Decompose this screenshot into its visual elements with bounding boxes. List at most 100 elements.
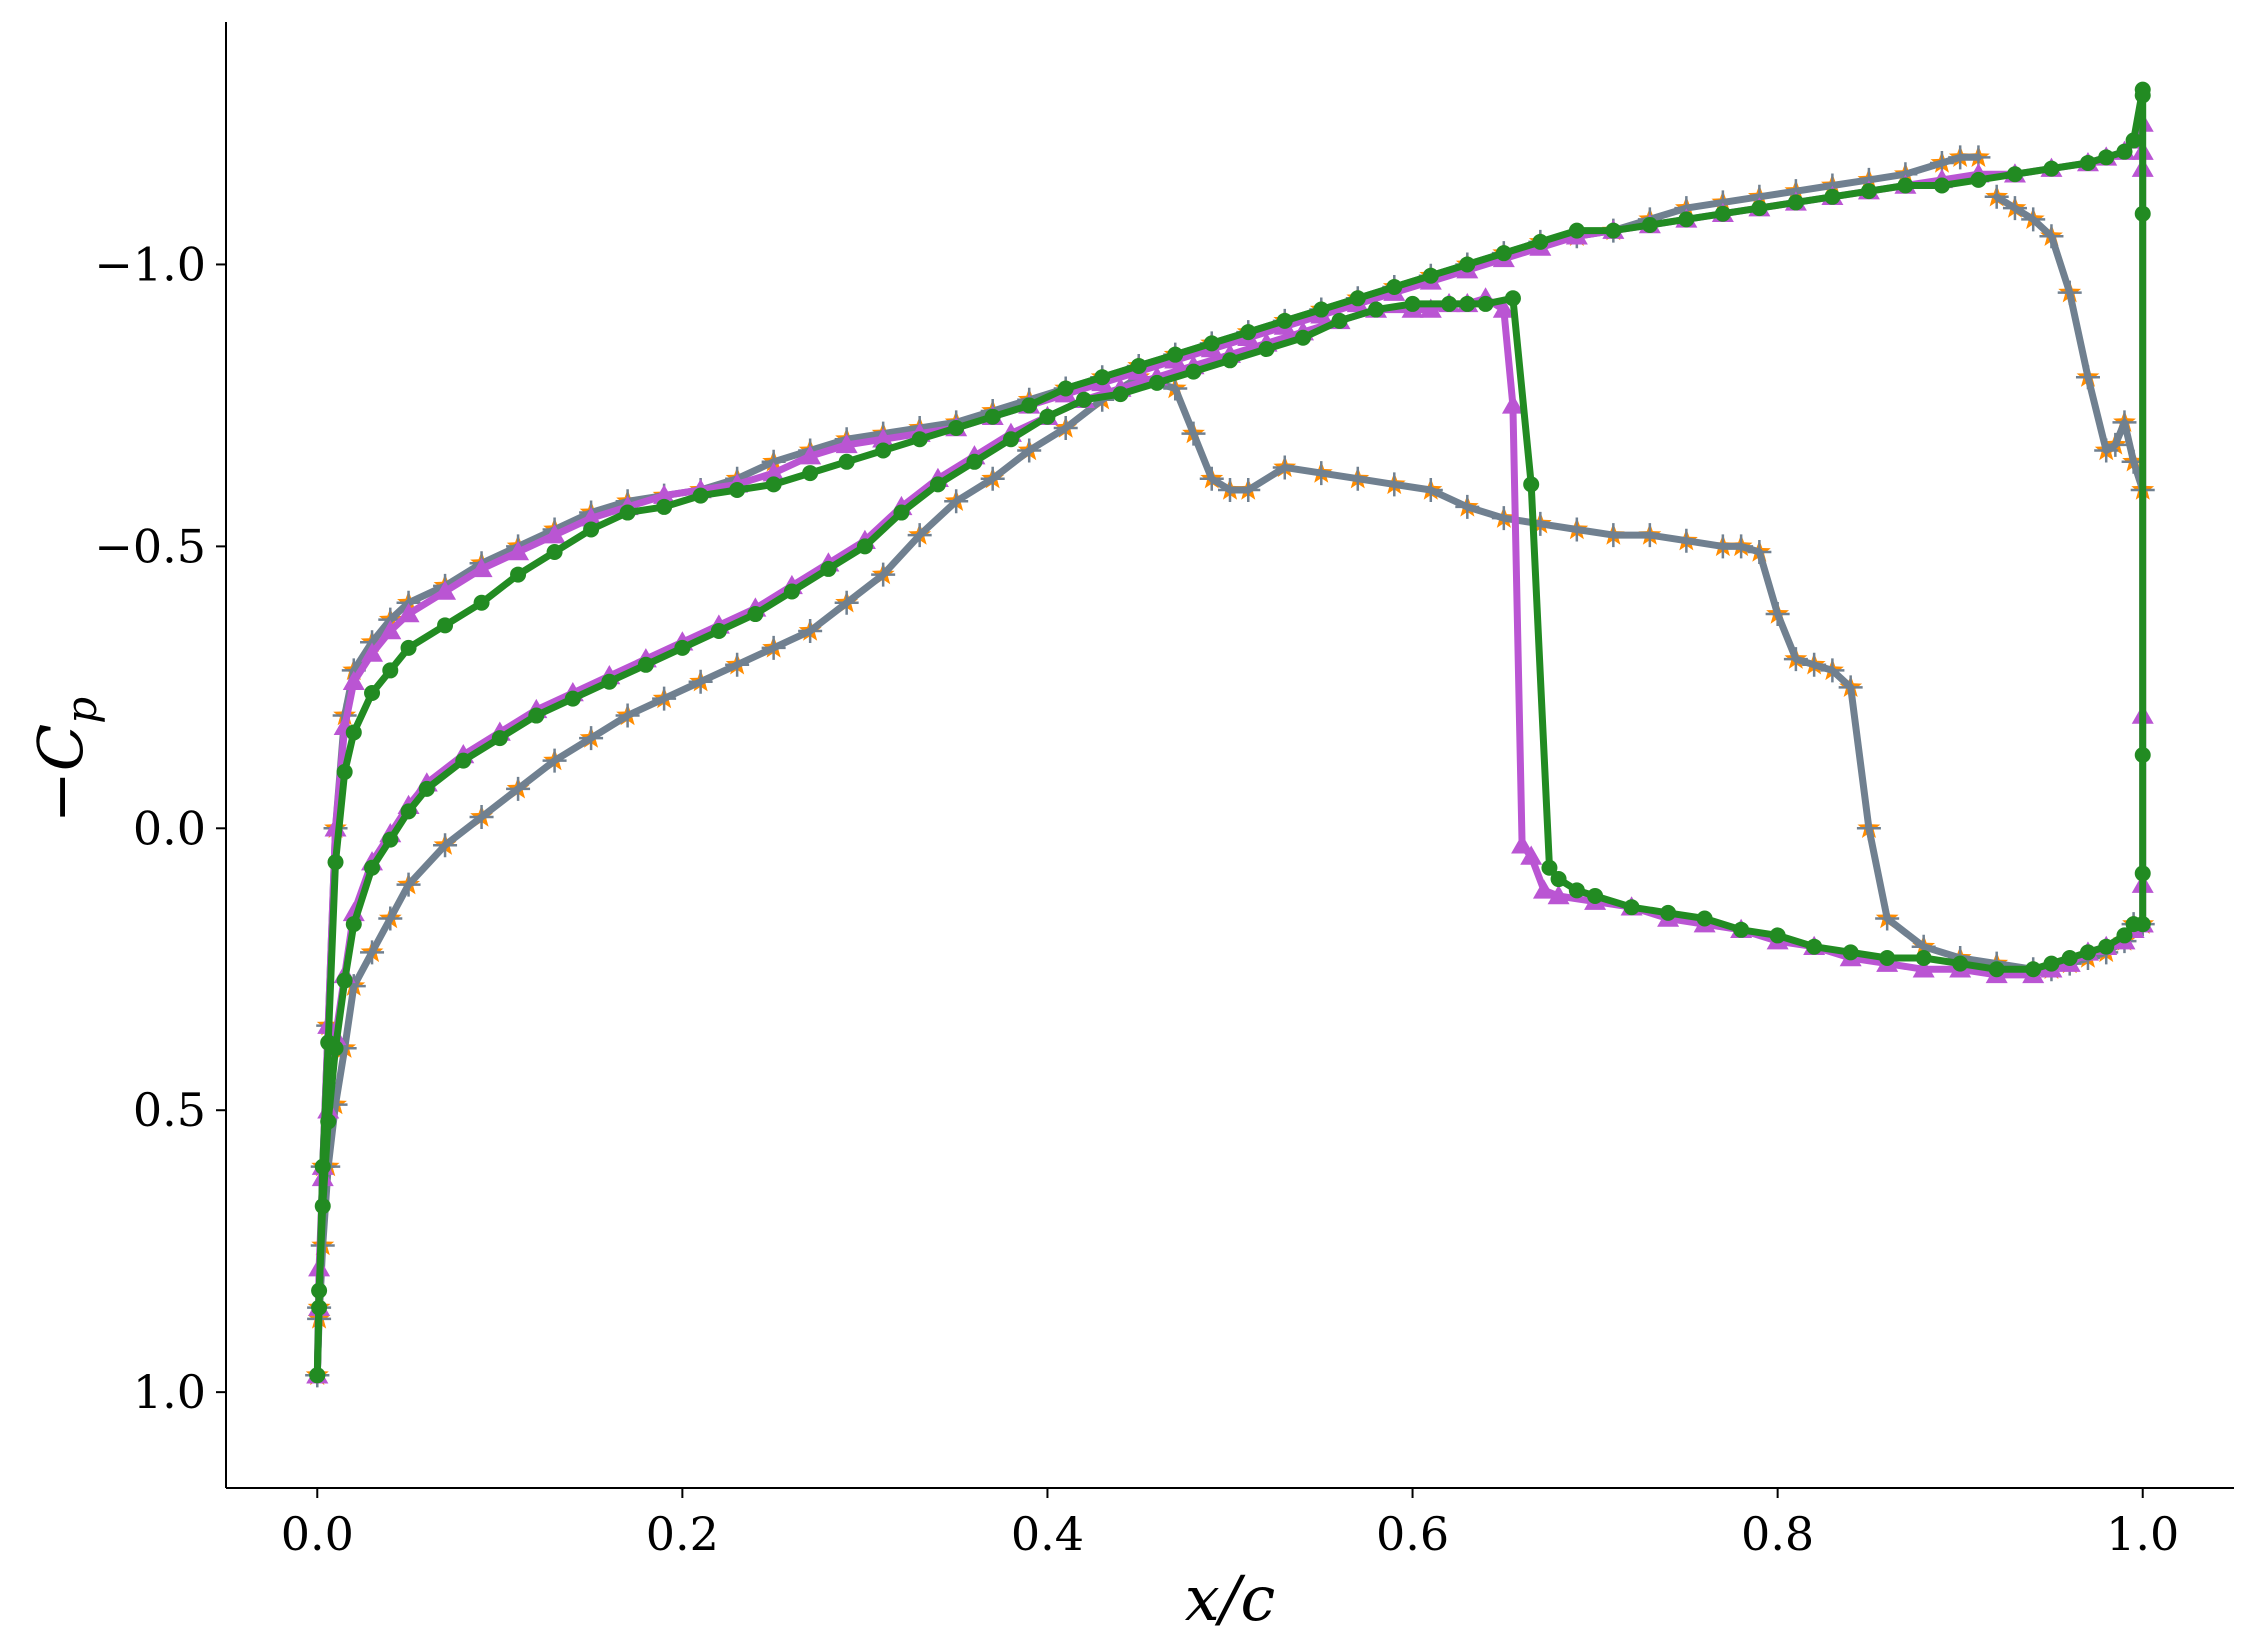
circle-marker	[1568, 222, 1585, 239]
circle-marker	[345, 916, 362, 933]
circle-marker	[802, 465, 819, 482]
plus-marker	[2057, 280, 2082, 305]
circle-marker	[2079, 154, 2096, 171]
circle-marker	[382, 662, 399, 679]
triangle-marker	[1511, 834, 1534, 854]
triangle-marker	[1547, 884, 1570, 905]
circle-marker	[1368, 301, 1385, 318]
circle-marker	[1660, 904, 1677, 921]
circle-marker	[1824, 188, 1841, 205]
circle-marker	[1769, 927, 1786, 944]
plus-marker	[1053, 415, 1078, 440]
circle-marker	[2116, 143, 2133, 160]
circle-marker	[1988, 961, 2005, 978]
circle-marker	[437, 617, 454, 634]
circle-marker	[418, 780, 435, 797]
circle-marker	[1313, 301, 1330, 318]
circle-marker	[710, 622, 727, 639]
circle-marker	[893, 504, 910, 521]
circle-marker	[314, 1158, 331, 1175]
triangle-marker	[653, 484, 676, 504]
triangle-marker	[1492, 298, 1515, 318]
circle-marker	[1459, 295, 1476, 312]
circle-marker	[1185, 363, 1202, 380]
plus-marker	[798, 618, 823, 643]
circle-marker	[1605, 222, 1622, 239]
plus-marker	[433, 833, 458, 858]
circle-marker	[601, 673, 618, 690]
plus-marker	[1418, 477, 1443, 502]
plus-marker	[1710, 534, 1735, 559]
circle-marker	[345, 724, 362, 741]
plus-marker	[2039, 224, 2064, 249]
triangle-marker	[762, 462, 785, 482]
triangle-marker	[835, 433, 858, 454]
circle-marker	[1203, 335, 1220, 352]
y-axis-label: −C	[24, 724, 97, 823]
circle-marker	[1568, 882, 1585, 899]
plus-marker	[360, 940, 385, 965]
circle-marker	[1222, 352, 1238, 369]
circle-marker	[1696, 910, 1713, 927]
circle-marker	[1970, 171, 1987, 188]
circle-marker	[2079, 944, 2096, 961]
circle-marker	[1532, 233, 1549, 250]
circle-marker	[1167, 346, 1184, 363]
triangle-marker	[361, 642, 384, 662]
plus-marker	[2021, 207, 2046, 232]
circle-marker	[2116, 927, 2133, 944]
circle-marker	[1915, 949, 1932, 966]
plus-marker	[1218, 477, 1242, 502]
circle-marker	[1459, 256, 1476, 273]
circle-marker	[1240, 324, 1257, 341]
plus-marker	[542, 748, 567, 773]
circle-marker	[1258, 341, 1275, 358]
plus-marker	[1820, 658, 1845, 683]
circle-marker	[1112, 386, 1129, 403]
circle-marker	[473, 594, 490, 611]
plus-marker	[907, 523, 932, 548]
triangle-marker	[434, 580, 457, 600]
circle-marker	[1504, 290, 1521, 307]
series-layer	[305, 81, 2155, 1388]
circle-marker	[1641, 216, 1658, 233]
circle-marker	[336, 763, 353, 780]
x-tick-label: 0.8	[1741, 1507, 1814, 1561]
circle-marker	[1897, 177, 1914, 194]
plus-marker	[1382, 472, 1407, 497]
circle-marker	[1933, 177, 1950, 194]
plus-marker	[378, 906, 403, 931]
circle-marker	[364, 859, 381, 876]
plus-marker	[1309, 461, 1334, 486]
circle-marker	[1751, 200, 1768, 217]
plus-marker	[2002, 196, 2027, 221]
triangle-marker	[799, 445, 822, 465]
circle-marker	[311, 1299, 328, 1316]
circle-marker	[1714, 205, 1731, 222]
plus-marker	[1181, 421, 1206, 446]
circle-marker	[2098, 938, 2115, 955]
circle-marker	[911, 431, 928, 448]
circle-marker	[1952, 955, 1969, 972]
circle-marker	[2134, 916, 2151, 933]
triangle-marker	[397, 603, 420, 623]
plus-marker	[2075, 365, 2100, 390]
x-ticks: 0.0 0.2 0.4 0.6 0.8 1.0	[281, 1488, 2179, 1561]
plus-marker	[2112, 410, 2137, 435]
circle-marker	[320, 1034, 337, 1051]
circle-marker	[2134, 747, 2151, 763]
plus-marker	[1765, 602, 1790, 627]
circle-marker	[455, 752, 472, 769]
circle-marker	[2043, 160, 2060, 177]
circle-marker	[619, 504, 636, 521]
triangle-marker	[1520, 845, 1543, 865]
plus-marker	[1838, 675, 1863, 700]
x-tick-label: 0.6	[1376, 1507, 1449, 1561]
circle-marker	[1587, 887, 1604, 904]
circle-marker	[1295, 329, 1312, 346]
circle-marker	[729, 481, 746, 498]
triangle-marker	[872, 428, 895, 448]
circle-marker	[1148, 374, 1165, 391]
circle-marker	[327, 854, 344, 871]
